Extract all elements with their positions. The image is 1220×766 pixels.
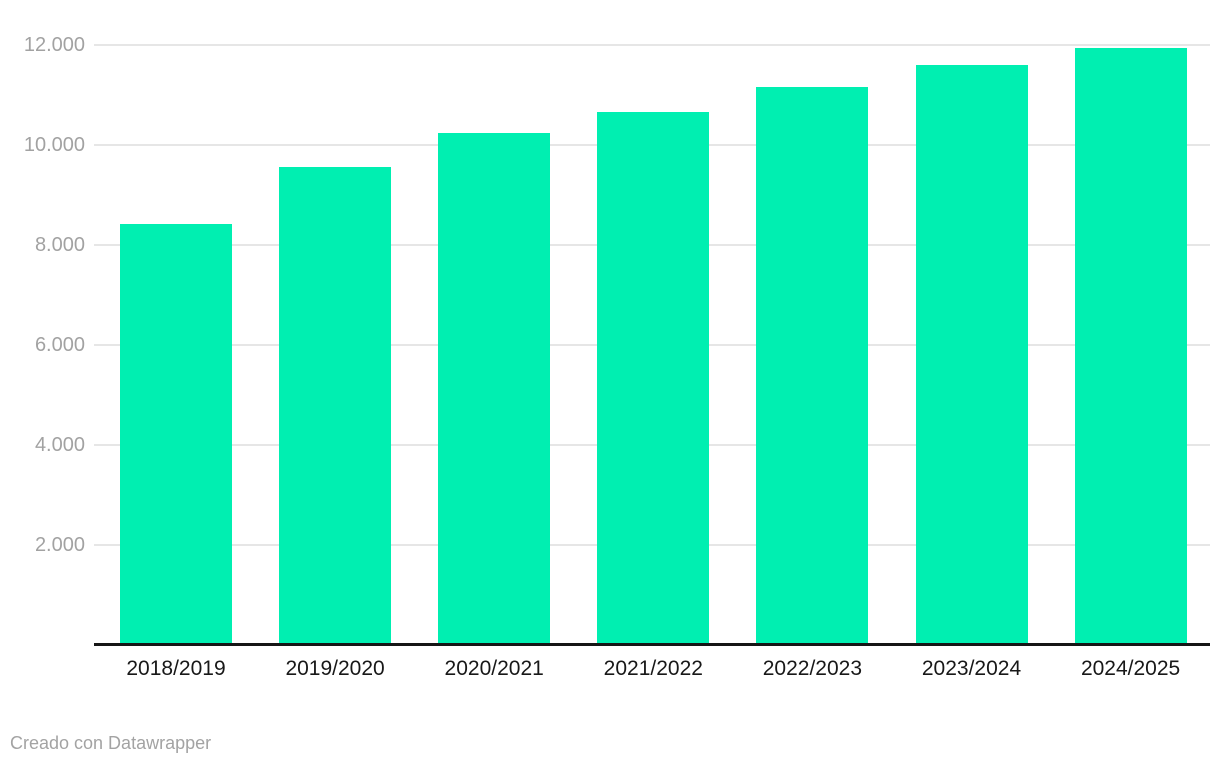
gridline-12000	[94, 44, 1210, 46]
y-tick-label-12000: 12.000	[23, 34, 85, 56]
y-tick-label-4000: 4.000	[34, 434, 85, 456]
bar-2019/2020[interactable]	[279, 167, 392, 645]
bar-2022/2023[interactable]	[756, 87, 869, 645]
x-tick-label-2023/2024: 2023/2024	[921, 657, 1022, 680]
bar-2021/2022[interactable]	[597, 112, 710, 645]
bar-2023/2024[interactable]	[915, 65, 1028, 645]
x-tick-label-2021/2022: 2021/2022	[603, 657, 703, 680]
y-tick-label-2000: 2.000	[34, 534, 85, 556]
bar-2024/2025[interactable]	[1074, 48, 1187, 645]
x-axis-line	[94, 643, 1210, 646]
x-tick-label-2024/2025: 2024/2025	[1080, 657, 1181, 680]
y-tick-label-6000: 6.000	[34, 334, 85, 356]
x-tick-label-2019/2020: 2019/2020	[285, 657, 385, 680]
x-tick-label-2020/2021: 2020/2021	[444, 657, 544, 680]
y-tick-label-10000: 10.000	[23, 134, 85, 156]
attribution-link[interactable]: Creado con Datawrapper	[10, 733, 212, 753]
bar-2020/2021[interactable]	[438, 133, 551, 645]
y-tick-label-8000: 8.000	[34, 234, 85, 256]
attribution: Creado con Datawrapper	[10, 732, 211, 754]
x-tick-label-2022/2023: 2022/2023	[762, 657, 863, 680]
x-tick-label-2018/2019: 2018/2019	[126, 657, 226, 680]
bar-2018/2019[interactable]	[120, 224, 232, 645]
